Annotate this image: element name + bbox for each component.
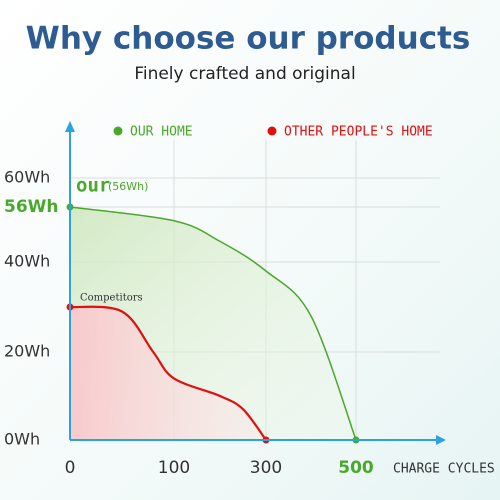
x-tick-label: 500 bbox=[338, 458, 374, 478]
legend-swatch bbox=[267, 126, 277, 136]
y-axis-arrow bbox=[65, 121, 75, 132]
x-tick-label: 100 bbox=[158, 458, 190, 478]
y-tick-label: 60Wh bbox=[4, 168, 50, 187]
plot: 0Wh 20Wh 40Wh 56Wh 60Wh 0 100 300 500 OUR HOME OTH… bbox=[4, 121, 495, 478]
y-tick-label: 0Wh bbox=[4, 430, 40, 449]
series-line bbox=[69, 305, 267, 441]
x-tick-label: 300 bbox=[250, 458, 282, 478]
legend-label: OTHER PEOPLE'S HOME bbox=[284, 125, 433, 140]
y-tick-label: 20Wh bbox=[4, 342, 50, 361]
y-tick-label: 56Wh bbox=[4, 197, 59, 217]
x-tick-label: 0 bbox=[65, 458, 76, 478]
annotation: Competitors bbox=[80, 293, 143, 304]
legend-label: OUR HOME bbox=[130, 125, 193, 140]
title: Why choose our products bbox=[26, 21, 471, 57]
area bbox=[70, 306, 266, 440]
series-line bbox=[69, 206, 357, 441]
annotation-detail: (56Wh) bbox=[108, 180, 148, 193]
subtitle: Finely crafted and original bbox=[134, 64, 355, 84]
x-axis-arrow bbox=[436, 435, 446, 445]
y-tick-label: 40Wh bbox=[4, 252, 50, 271]
x-axis-label: CHARGE CYCLES bbox=[393, 462, 495, 477]
annotation: our bbox=[76, 175, 110, 197]
legend-swatch bbox=[113, 126, 123, 136]
